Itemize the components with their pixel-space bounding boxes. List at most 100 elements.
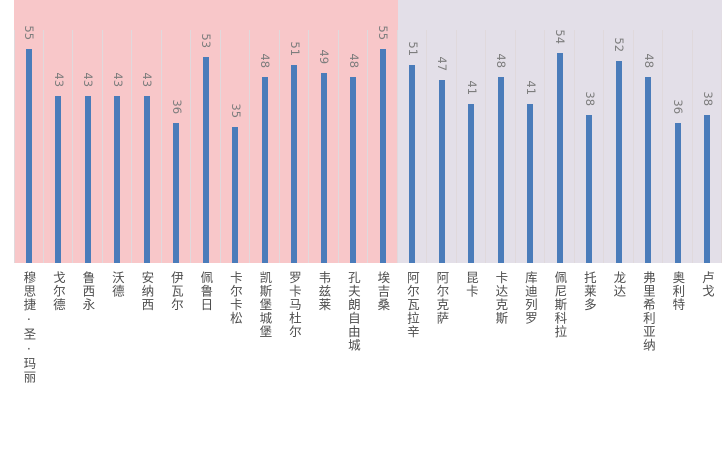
bar	[704, 115, 711, 263]
chart-column: 51	[279, 0, 310, 263]
bar-value-text: 43	[81, 72, 96, 88]
x-axis-label: 穆思捷·圣·玛丽	[14, 271, 44, 384]
x-axis-label: 龙达	[604, 271, 634, 298]
bar-value-label: 51	[398, 39, 428, 59]
bar	[350, 77, 357, 263]
bar-value-text: 43	[110, 72, 125, 88]
bar	[497, 77, 504, 263]
gridline	[308, 30, 309, 263]
x-axis-label: 昆卡	[457, 271, 487, 298]
bar	[468, 104, 475, 263]
x-axis-label-text: 卢戈	[699, 271, 715, 298]
chart-column: 48	[486, 0, 516, 263]
x-axis-label-text: 阿尔瓦拉辛	[404, 271, 420, 339]
x-axis-label: 孔夫朗自由城	[339, 271, 369, 352]
x-axis-label-text: 奥利特	[670, 271, 686, 312]
bar-value-label: 55	[14, 23, 44, 43]
bar	[202, 57, 209, 263]
x-axis-label-text: 穆思捷·圣·玛丽	[21, 271, 37, 384]
bar-value-text: 35	[228, 103, 243, 119]
gridline	[455, 30, 457, 263]
x-axis-label-text: 弗里希利亚纳	[640, 271, 656, 352]
x-axis-label-text: 孔夫朗自由城	[345, 271, 361, 352]
x-axis-label-text: 伊瓦尔	[168, 271, 184, 312]
bar-value-text: 55	[376, 25, 391, 41]
x-axis-label: 鲁西永	[73, 271, 103, 312]
bar-value-text: 43	[51, 72, 66, 88]
x-axis-label-text: 韦兹莱	[316, 271, 332, 312]
bar-value-label: 43	[73, 70, 103, 90]
gridline	[426, 30, 427, 263]
gridline	[14, 30, 15, 263]
bar	[143, 96, 150, 263]
bar	[173, 123, 180, 263]
bar-value-label: 49	[309, 47, 339, 67]
bar-value-text: 38	[582, 91, 597, 107]
x-axis-label-text: 戈尔德	[50, 271, 66, 312]
bar-value-text: 41	[464, 80, 479, 96]
x-axis-label-text: 托莱多	[581, 271, 597, 312]
bar-value-text: 55	[22, 25, 37, 41]
bar	[84, 96, 91, 263]
x-axis-label-text: 鲁西永	[80, 271, 96, 312]
bar-value-text: 53	[199, 33, 214, 49]
chart-column: 53	[191, 0, 221, 263]
x-axis-label: 沃德	[103, 271, 133, 298]
gridline	[573, 30, 575, 263]
x-axis-label: 阿尔克萨	[427, 271, 457, 325]
bar-value-text: 52	[612, 37, 627, 53]
x-axis-labels: 穆思捷·圣·玛丽 戈尔德 鲁西永 沃德 安纳西 伊瓦尔 佩鲁日 卡尔卡松 凯斯堡城堡 罗卡马杜尔韦…	[14, 271, 722, 384]
x-axis-label-text: 昆卡	[463, 271, 479, 298]
bar	[261, 77, 268, 263]
gridline	[278, 30, 280, 263]
gridline	[544, 30, 545, 263]
x-axis-label: 卡尔卡松	[221, 271, 251, 325]
bar-value-label: 51	[280, 39, 310, 59]
chart-column: 49	[309, 0, 339, 263]
chart-column: 51	[397, 0, 428, 263]
chart-column: 38	[574, 0, 604, 263]
chart-column: 35	[220, 0, 250, 263]
x-axis-label-text: 卡达克斯	[493, 271, 509, 325]
bar	[438, 80, 445, 263]
bar	[320, 73, 327, 263]
chart-column: 48	[250, 0, 280, 263]
x-axis-label: 库迪列罗	[516, 271, 546, 325]
gridline	[190, 30, 191, 263]
bar-value-text: 47	[435, 56, 450, 72]
x-axis-label-text: 佩鲁日	[198, 271, 214, 312]
gridline	[160, 30, 162, 263]
gridline	[691, 30, 693, 263]
bar-value-text: 54	[553, 29, 568, 45]
bar-value-text: 48	[258, 53, 273, 69]
bar-value-label: 54	[545, 27, 575, 47]
x-axis-label: 埃吉桑	[368, 271, 398, 312]
x-axis-label: 佩尼斯科拉	[545, 271, 575, 339]
gridline	[396, 30, 398, 263]
bar-value-text: 48	[641, 53, 656, 69]
bar	[55, 96, 62, 263]
bar	[114, 96, 121, 263]
x-axis-label-text: 龙达	[611, 271, 627, 298]
chart-column: 38	[692, 0, 722, 263]
bar	[379, 49, 386, 263]
x-axis-label: 戈尔德	[44, 271, 74, 312]
x-axis-label-text: 安纳西	[139, 271, 155, 312]
chart-column: 36	[663, 0, 693, 263]
bar-value-text: 43	[140, 72, 155, 88]
chart-column: 36	[161, 0, 191, 263]
bar-value-label: 36	[663, 97, 693, 117]
x-axis-label: 伊瓦尔	[162, 271, 192, 312]
gridline	[485, 30, 486, 263]
x-axis-label-text: 埃吉桑	[375, 271, 391, 312]
chart-column: 48	[633, 0, 663, 263]
gridline	[101, 30, 103, 263]
bar-value-label: 41	[457, 78, 487, 98]
gridline	[603, 30, 604, 263]
bar-value-text: 36	[169, 99, 184, 115]
bar	[409, 65, 416, 263]
x-axis-label-text: 凯斯堡城堡	[257, 271, 273, 339]
bar-value-label: 38	[693, 89, 722, 109]
bar	[291, 65, 298, 263]
